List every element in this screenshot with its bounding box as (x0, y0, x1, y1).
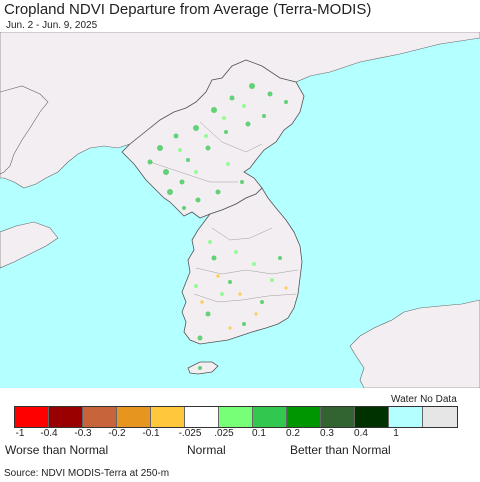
water-no-data-label: Water No Data (391, 394, 457, 405)
legend-tick: -0.3 (74, 428, 92, 439)
map-title: Cropland NDVI Departure from Average (Te… (4, 1, 372, 18)
legend-better-label: Better than Normal (290, 443, 391, 457)
legend-tick: 1 (393, 428, 399, 439)
land-south-korea (181, 187, 303, 345)
legend-swatch (253, 407, 287, 427)
ndvi-below-normal-cover (200, 274, 288, 330)
legend-swatch (151, 407, 185, 427)
legend-swatch (117, 407, 151, 427)
legend-tick: 0.2 (286, 428, 300, 439)
legend-tick: -0.2 (108, 428, 126, 439)
legend-swatch (15, 407, 49, 427)
map-date-range: Jun. 2 - Jun. 9, 2025 (6, 20, 98, 31)
legend-tick: -.025 (178, 428, 202, 439)
legend-swatch (321, 407, 355, 427)
korea-ndvi-map (0, 32, 480, 388)
land-north-korea (121, 59, 305, 219)
land-jeju (187, 361, 219, 375)
legend-tick: -0.1 (142, 428, 160, 439)
legend-normal-label: Normal (187, 443, 226, 457)
legend-swatch (49, 407, 83, 427)
source-note: Source: NDVI MODIS-Terra at 250-m (4, 468, 170, 479)
legend-worse-label: Worse than Normal (5, 443, 109, 457)
legend-tick: -0.4 (40, 428, 58, 439)
legend-tick: .025 (214, 428, 234, 439)
land-japan (349, 299, 480, 388)
legend-swatch (355, 407, 389, 427)
land-liaodong (0, 85, 49, 175)
legend-ticks: -1 -0.4 -0.3 -0.2 -0.1 -.025 .025 0.1 0.… (0, 428, 480, 442)
legend-color-bar (14, 406, 458, 428)
legend-tick: 0.4 (354, 428, 368, 439)
legend-swatch (389, 407, 423, 427)
legend-swatch (185, 407, 219, 427)
legend-tick: -1 (15, 428, 25, 439)
legend-swatch (287, 407, 321, 427)
ndvi-green-cover (147, 83, 288, 370)
land-shandong (0, 221, 59, 269)
legend-swatch (83, 407, 117, 427)
legend-swatch (219, 407, 253, 427)
legend-swatch (423, 407, 457, 427)
legend-tick: 0.1 (252, 428, 266, 439)
province-borders (149, 121, 299, 303)
legend-tick: 0.3 (320, 428, 334, 439)
ndvi-light-green-cover (178, 104, 274, 296)
